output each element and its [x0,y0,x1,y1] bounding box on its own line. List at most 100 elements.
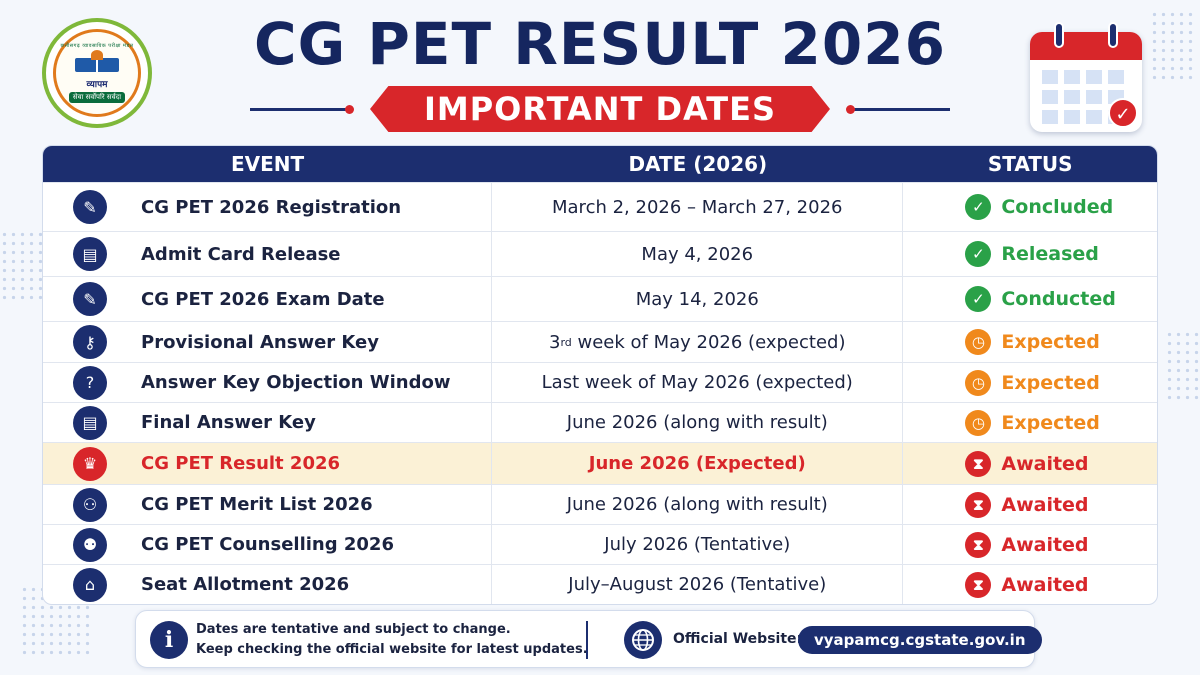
date-cell: June 2026 (along with result) [492,485,904,524]
document-check-icon: ▤ [73,405,107,440]
book-icon [75,50,119,74]
banner-label: IMPORTANT DATES [370,86,830,132]
event-label: Final Answer Key [141,412,316,433]
table-row: ⚉ CG PET Counselling 2026 July 2026 (Tenta… [43,524,1157,564]
event-label: Provisional Answer Key [141,331,379,353]
event-cell: ✎ CG PET 2026 Exam Date [43,277,493,321]
table-row: ⚇ CG PET Merit List 2026 June 2026 (along … [43,484,1157,524]
event-cell: ⚇ CG PET Merit List 2026 [43,485,493,524]
status-cell: ⧗ Awaited [903,525,1157,564]
trophy-icon: ♛ [73,446,107,481]
table-row: ✎ CG PET 2026 Registration March 2, 2026 –… [43,182,1157,231]
date-value: May 14, 2026 [635,288,759,310]
footer-bar: i Dates are tentative and subject to cha… [135,610,1042,668]
exam-icon: ✎ [73,282,107,316]
note-line-2: Keep checking the official website for l… [196,642,588,657]
status-badge: Awaited [1001,533,1089,556]
clock-icon: ◷ [965,369,992,396]
date-cell: May 4, 2026 [492,232,904,276]
info-icon: i [150,621,188,659]
date-cell: May 14, 2026 [492,277,904,321]
event-cell: ⚉ CG PET Counselling 2026 [43,525,493,564]
table-row: ? Answer Key Objection Window Last week of… [43,362,1157,402]
note-line-1: Dates are tentative and subject to chang… [196,622,511,637]
date-cell: Last week of May 2026 (expected) [492,363,904,402]
status-badge: Expected [1001,331,1100,353]
status-badge: Awaited [1001,493,1089,516]
question-icon: ? [73,365,107,400]
group-icon: ⚇ [73,487,107,522]
event-cell: ⌂ Seat Allotment 2026 [43,565,493,604]
table-row: ✎ CG PET 2026 Exam Date May 14, 2026 ✓ Condu… [43,276,1157,321]
event-label: Admit Card Release [141,243,341,265]
check-circle-icon: ✓ [965,241,992,267]
date-value: June 2026 (Expected) [588,453,806,474]
date-value: June 2026 (along with result) [566,494,828,515]
date-value: June 2026 (along with result) [566,412,828,433]
status-cell: ◷ Expected [903,322,1157,362]
table-body: ✎ CG PET 2026 Registration March 2, 2026 –… [43,182,1157,604]
form-icon: ✎ [73,190,107,224]
status-badge: Expected [1001,411,1100,434]
event-label: CG PET Counselling 2026 [141,534,394,555]
page-title: CG PET RESULT 2026 [254,10,946,78]
date-ordinal: rd [560,335,572,349]
table-row: ⌂ Seat Allotment 2026 July–August 2026 (Te… [43,564,1157,604]
date-cell: June 2026 (along with result) [492,403,904,442]
event-cell: ⚷ Provisional Answer Key [43,322,493,362]
footer-divider [586,621,588,659]
calendar-icon: ✓ [1030,22,1142,132]
logo-top-text: छत्तीसगढ़ व्यावसायिक परीक्षा मंडल [60,43,134,49]
counselling-icon: ⚉ [73,527,107,562]
status-badge: Conducted [1001,288,1116,310]
status-cell: ✓ Conducted [903,277,1157,321]
official-website-link[interactable]: vyapamcg.cgstate.gov.in [798,626,1042,654]
globe-icon [624,621,662,659]
official-website-label: Official Website: [673,631,803,647]
hourglass-icon: ⧗ [965,491,992,518]
date-cell: July–August 2026 (Tentative) [492,565,904,604]
event-cell: ▤ Final Answer Key [43,403,493,442]
event-label: CG PET 2026 Registration [141,196,402,218]
status-cell: ✓ Released [903,232,1157,276]
date-value: May 4, 2026 [641,243,754,265]
event-cell: ? Answer Key Objection Window [43,363,493,402]
status-cell: ◷ Expected [903,363,1157,402]
building-icon: ⌂ [73,567,107,602]
clock-icon: ◷ [965,329,992,355]
check-circle-icon: ✓ [965,286,992,312]
event-cell: ♛ CG PET Result 2026 [43,443,493,484]
table-row: ▤ Admit Card Release May 4, 2026 ✓ Released [43,231,1157,276]
table-header: EVENT DATE (2026) STATUS [43,146,1157,182]
decor-dots-right [1165,330,1200,400]
table-row: ♛ CG PET Result 2026 June 2026 (Expected) ⧗… [43,442,1157,484]
status-badge: Concluded [1001,196,1114,218]
banner: IMPORTANT DATES [250,86,950,132]
banner-line-left [250,105,354,114]
date-cell: June 2026 (Expected) [492,443,904,484]
event-label: CG PET Merit List 2026 [141,494,373,515]
date-value: Last week of May 2026 (expected) [541,372,853,393]
header-date: DATE (2026) [628,152,768,176]
date-value: July–August 2026 (Tentative) [568,574,827,595]
status-cell: ◷ Expected [903,403,1157,442]
header-status: STATUS [987,152,1073,176]
id-card-icon: ▤ [73,237,107,271]
table-row: ▤ Final Answer Key June 2026 (along with r… [43,402,1157,442]
status-badge: Released [1001,243,1099,265]
date-value: July 2026 (Tentative) [604,534,791,555]
logo-name: व्यापम [86,80,108,90]
hourglass-icon: ⧗ [965,571,992,598]
decor-dots-top-right [1150,10,1195,80]
status-badge: Expected [1001,371,1100,394]
status-cell: ⧗ Awaited [903,485,1157,524]
check-icon: ✓ [1108,98,1138,128]
date-rest: week of May 2026 (expected) [571,331,846,353]
check-circle-icon: ✓ [965,194,992,220]
event-label: Answer Key Objection Window [141,372,451,393]
hourglass-icon: ⧗ [965,531,992,558]
banner-line-right [846,105,950,114]
event-cell: ✎ CG PET 2026 Registration [43,183,493,231]
date-number: 3 [549,331,561,353]
